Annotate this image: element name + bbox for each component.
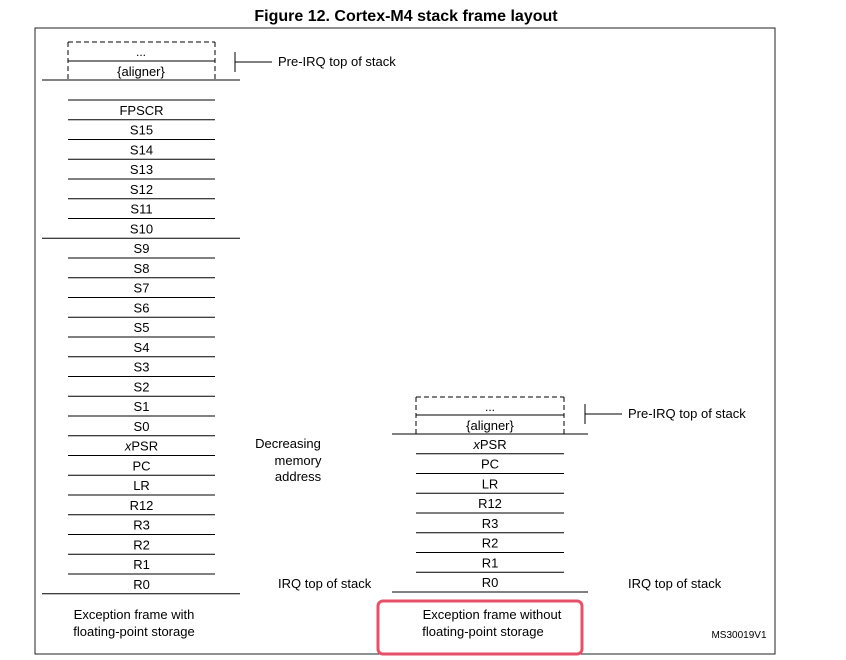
left-pre-irq-marker (234, 52, 272, 72)
left-aligner: {aligner} (117, 64, 165, 79)
right-register-r12: R12 (478, 496, 502, 511)
left-dashed-box (42, 41, 240, 81)
right-dashed-box (392, 396, 588, 435)
left-register-s7: S7 (134, 281, 150, 296)
left-register-pc: PC (132, 458, 150, 473)
left-pre-irq-label: Pre-IRQ top of stack (278, 54, 396, 69)
right-register-xpsr: xPSR (472, 437, 506, 452)
left-register-s10: S10 (130, 221, 153, 236)
irq-top-of-stack-right: IRQ top of stack (628, 576, 722, 591)
left-register-xpsr: xPSR (124, 439, 158, 454)
left-register-s3: S3 (134, 360, 150, 375)
highlight-box (376, 599, 584, 656)
right-register-r3: R3 (482, 516, 499, 531)
left-register-fpscr: FPSCR (119, 103, 163, 118)
left-register-s2: S2 (134, 379, 150, 394)
left-register-s4: S4 (134, 340, 150, 355)
left-register-s1: S1 (134, 399, 150, 414)
decreasing-label: Decreasing (255, 436, 321, 451)
left-register-lr: LR (133, 478, 150, 493)
left-register-r12: R12 (130, 498, 154, 513)
right-register-lr: LR (482, 476, 499, 491)
right-register-r0: R0 (482, 575, 499, 590)
right-pre-irq-marker (584, 404, 622, 424)
left-register-s0: S0 (134, 419, 150, 434)
left-caption-line1: Exception frame with (74, 607, 195, 622)
right-register-r1: R1 (482, 555, 499, 570)
left-caption-line2: floating-point storage (73, 624, 194, 639)
left-register-stack: FPSCR S15 S14 S13 S12 S11 S10 S9 S8 S7 S6 S5 S4 S3 S2 S… (42, 99, 240, 595)
left-register-s6: S6 (134, 300, 150, 315)
right-pre-irq-label: Pre-IRQ top of stack (628, 406, 746, 421)
left-register-s14: S14 (130, 142, 153, 157)
left-ellipsis: ... (136, 45, 146, 59)
left-register-s8: S8 (134, 261, 150, 276)
right-ellipsis: ... (485, 400, 495, 414)
irq-top-of-stack-left: IRQ top of stack (278, 576, 372, 591)
figure-id: MS30019V1 (711, 630, 766, 641)
left-register-s15: S15 (130, 123, 153, 138)
left-register-s12: S12 (130, 182, 153, 197)
address-label: address (275, 469, 322, 484)
right-register-r2: R2 (482, 536, 499, 551)
right-caption-line2: floating-point storage (422, 624, 543, 639)
right-aligner: {aligner} (466, 418, 514, 433)
right-caption-line1: Exception frame without (423, 607, 562, 622)
left-register-r2: R2 (133, 537, 150, 552)
left-register-r3: R3 (133, 518, 150, 533)
right-register-pc: PC (481, 457, 499, 472)
left-register-s5: S5 (134, 320, 150, 335)
left-register-s13: S13 (130, 162, 153, 177)
left-register-s11: S11 (130, 202, 152, 217)
left-register-r1: R1 (133, 557, 150, 572)
figure-title: Figure 12. Cortex-M4 stack frame layout (254, 8, 558, 25)
right-register-stack: xPSR PC LR R12 R3 R2 R1 R0 (392, 437, 588, 593)
left-register-r0: R0 (133, 577, 150, 592)
memory-label: memory (275, 453, 322, 468)
left-register-s9: S9 (134, 241, 150, 256)
